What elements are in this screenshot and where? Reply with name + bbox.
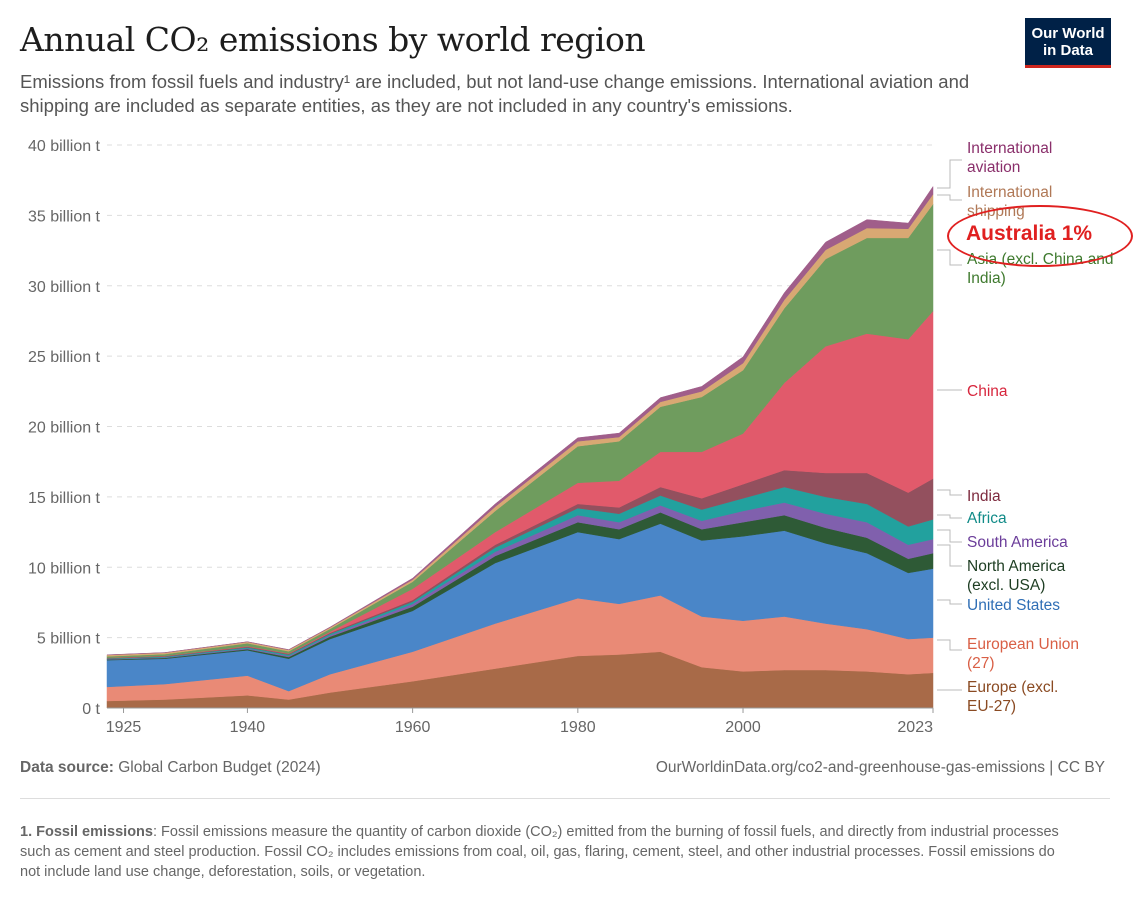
x-tick-label: 2000 [725, 719, 761, 736]
label-leader-line [937, 194, 962, 201]
area-international-aviation [106, 185, 934, 656]
y-tick-label: 5 billion t [37, 631, 101, 648]
label-leader-line [937, 544, 962, 567]
divider [20, 798, 1110, 799]
x-tick-label: 2023 [897, 719, 933, 736]
source-value: Global Carbon Budget (2024) [118, 759, 321, 776]
label-eu: European Union (27) [967, 636, 1080, 672]
y-tick-label: 30 billion t [28, 279, 101, 296]
source-label: Data source: [20, 759, 114, 776]
annotation-text: Australia 1% [966, 222, 1093, 245]
page-title: Annual CO₂ emissions by world region [20, 20, 646, 59]
y-tick-label: 25 billion t [28, 349, 101, 366]
label-india: India [967, 488, 1001, 505]
label-europe: Europe (excl. EU-27) [967, 679, 1059, 715]
label-north-america: North America (excl. USA) [967, 558, 1066, 594]
footnote-text: : Fossil emissions measure the quantity … [20, 824, 1059, 880]
label-leader-line [937, 599, 962, 605]
label-africa: Africa [967, 510, 1007, 527]
owid-logo[interactable]: Our World in Data [1025, 18, 1111, 68]
label-leader-line [937, 639, 962, 651]
label-leader-line [937, 159, 962, 189]
y-tick-label: 40 billion t [28, 138, 101, 155]
y-tick-label: 10 billion t [28, 560, 101, 577]
label-south-america: South America [967, 534, 1068, 551]
license: | CC BY [1049, 759, 1105, 776]
url-link[interactable]: OurWorldinData.org/co2-and-greenhouse-ga… [655, 759, 1045, 776]
label-leader-line [937, 529, 962, 543]
label-united-states: United States [967, 597, 1061, 614]
label-aviation: International aviation [967, 140, 1053, 176]
x-tick-label: 1940 [230, 719, 266, 736]
data-source: Data source: Global Carbon Budget (2024) [20, 759, 321, 777]
label-china: China [967, 383, 1008, 400]
y-tick-label: 35 billion t [28, 208, 101, 225]
footnote: 1. Fossil emissions: Fossil emissions me… [20, 822, 1060, 882]
logo-text: Our World in Data [1031, 25, 1105, 59]
label-leader-line [937, 489, 962, 496]
y-tick-label: 0 t [82, 701, 100, 718]
label-leader-line [937, 514, 962, 519]
x-tick-label: 1925 [106, 719, 142, 736]
footnote-label: 1. Fossil emissions [20, 824, 153, 840]
subtitle: Emissions from fossil fuels and industry… [20, 71, 970, 116]
label-leader-line [937, 249, 962, 266]
x-tick-label: 1960 [395, 719, 431, 736]
chart: 0 t 5 billion t 10 billion t 15 billion t 20… [28, 138, 962, 736]
source-url[interactable]: OurWorldinData.org/co2-and-greenhouse-ga… [656, 759, 1105, 777]
annotation-ellipse [947, 205, 1133, 267]
y-tick-label: 20 billion t [28, 420, 101, 437]
x-tick-label: 1980 [560, 719, 596, 736]
y-tick-label: 15 billion t [28, 490, 101, 507]
